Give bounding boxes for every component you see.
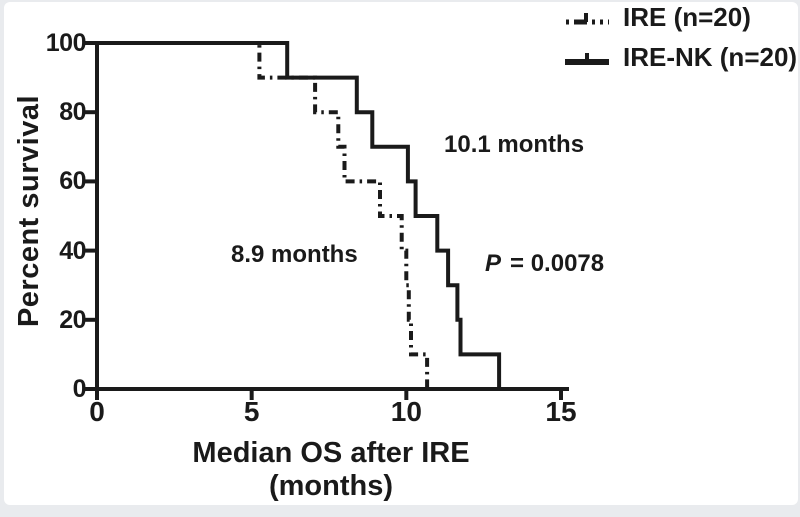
legend: IRE (n=20) IRE-NK (n=20) xyxy=(564,2,797,73)
legend-item-ire: IRE (n=20) xyxy=(564,2,797,33)
solid-line-icon xyxy=(565,52,609,65)
legend-item-ire-nk: IRE-NK (n=20) xyxy=(564,42,797,73)
p-value-annotation: P = 0.0078 xyxy=(485,250,604,278)
y-tick-label: 0 xyxy=(72,375,87,403)
x-tick-label: 5 xyxy=(243,396,260,427)
median-annotation-ire-nk: 10.1 months xyxy=(444,131,585,158)
legend-label-ire: IRE (n=20) xyxy=(623,2,751,32)
y-tick-label: 100 xyxy=(45,29,87,57)
y-tick-label: 20 xyxy=(59,305,86,334)
legend-label-ire-nk: IRE-NK (n=20) xyxy=(623,42,798,72)
survival-curve-ire-nk xyxy=(97,41,502,389)
y-tick-label: 40 xyxy=(59,236,86,265)
figure-background-card xyxy=(4,2,798,505)
x-axis-title: Median OS after IRE (months) xyxy=(131,437,531,503)
x-tick-label: 10 xyxy=(390,396,422,427)
p-value-text: = 0.0078 xyxy=(510,250,605,277)
x-tick-label: 0 xyxy=(89,396,105,427)
survival-curve-ire xyxy=(97,41,430,389)
x-tick-label: 15 xyxy=(545,396,577,427)
p-symbol: P xyxy=(485,250,502,277)
dash-dot-line-icon xyxy=(566,12,609,24)
x-axis-title-line2: (months) xyxy=(268,470,394,502)
x-axis-title-line1: Median OS after IRE xyxy=(192,437,470,469)
y-tick-label: 60 xyxy=(59,167,86,196)
median-annotation-ire: 8.9 months xyxy=(231,241,358,268)
y-tick-label: 80 xyxy=(59,98,86,127)
